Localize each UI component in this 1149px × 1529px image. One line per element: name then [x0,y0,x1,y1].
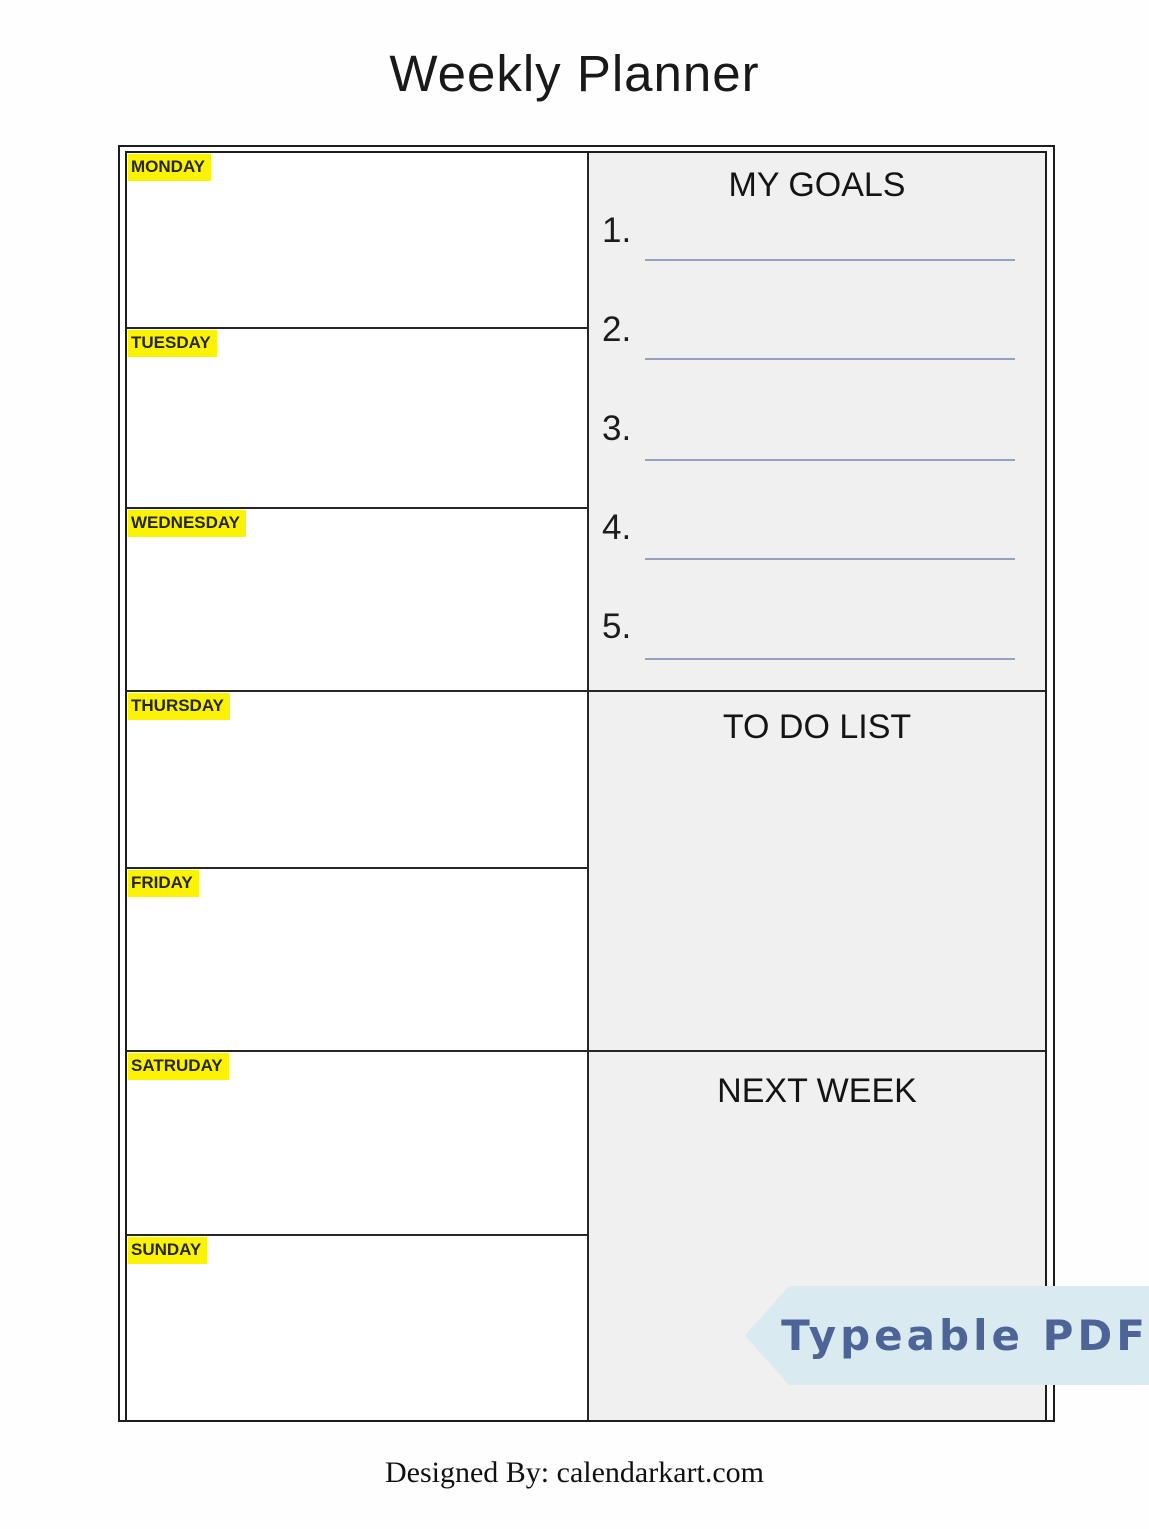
day-label-sunday: SUNDAY [128,1237,208,1264]
day-cell-saturday[interactable]: SATRUDAY [127,1052,589,1236]
page-title: Weekly Planner [389,45,760,102]
to-do-list-section: TO DO LIST [589,692,1045,1052]
goal-input-line-1[interactable] [645,259,1015,261]
planner-table-outer-frame: MONDAY TUESDAY WEDNESDAY THURSDAY FRIDAY… [118,145,1055,1422]
goal-number-1: 1. [602,211,632,250]
goal-number-4: 4. [602,508,632,547]
goal-number-3: 3. [602,409,632,448]
day-cell-friday[interactable]: FRIDAY [127,869,589,1052]
designer-credit: Designed By: calendarkart.com [384,1456,765,1489]
to-do-list-notes-area[interactable] [589,754,1045,1050]
day-cell-thursday[interactable]: THURSDAY [127,692,589,869]
to-do-list-title: TO DO LIST [722,708,912,746]
typeable-pdf-badge: Typeable PDF [745,1286,1149,1385]
day-cell-monday[interactable]: MONDAY [127,153,589,329]
next-week-title: NEXT WEEK [717,1072,917,1110]
goal-input-line-4[interactable] [645,558,1015,560]
typeable-pdf-badge-label: Typeable PDF [781,1311,1149,1360]
day-cell-tuesday[interactable]: TUESDAY [127,329,589,509]
goal-input-line-5[interactable] [645,658,1015,660]
planner-table: MONDAY TUESDAY WEDNESDAY THURSDAY FRIDAY… [125,151,1047,1420]
day-cell-sunday[interactable]: SUNDAY [127,1236,589,1420]
day-label-thursday: THURSDAY [128,693,230,720]
day-label-saturday: SATRUDAY [128,1053,229,1080]
goal-number-5: 5. [602,607,632,646]
day-cell-wednesday[interactable]: WEDNESDAY [127,509,589,692]
day-label-wednesday: WEDNESDAY [128,510,246,537]
day-label-monday: MONDAY [128,154,211,181]
day-label-friday: FRIDAY [128,870,199,897]
day-label-tuesday: TUESDAY [128,330,217,357]
goal-input-line-2[interactable] [645,358,1015,360]
goal-number-2: 2. [602,310,632,349]
my-goals-section: MY GOALS 1. 2. 3. 4. 5. [589,153,1045,692]
goal-input-line-3[interactable] [645,459,1015,461]
my-goals-title: MY GOALS [728,166,906,204]
